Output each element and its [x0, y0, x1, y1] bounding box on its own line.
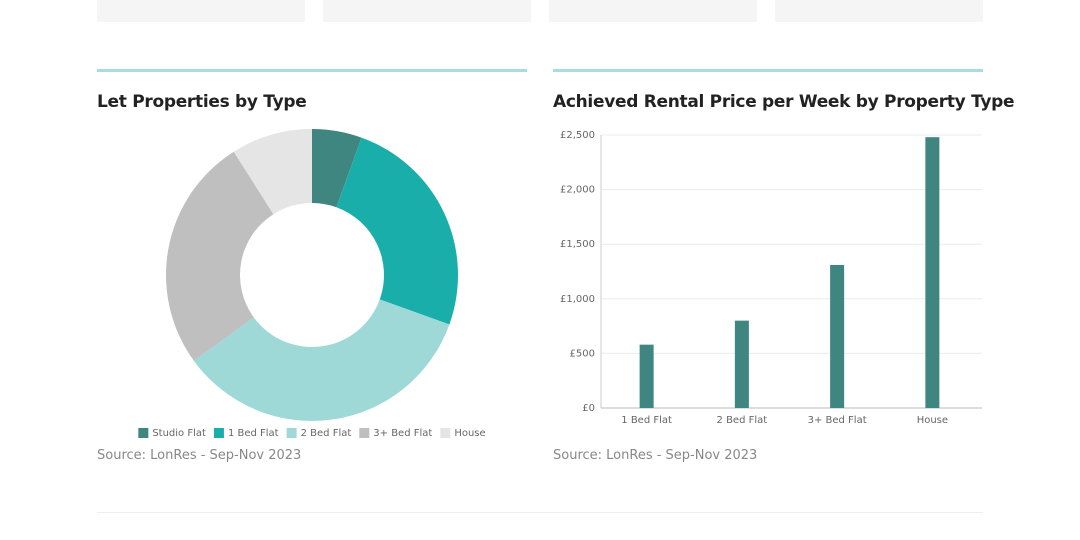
x-tick-label: House: [916, 415, 949, 426]
legend-swatch: [213, 428, 224, 438]
y-tick-label: £1,500: [560, 239, 595, 250]
bar: [639, 344, 654, 408]
y-tick-label: £0: [582, 403, 595, 414]
legend-swatch: [286, 428, 297, 438]
donut-slice: [193, 299, 450, 421]
source-note: Source: LonRes - Sep-Nov 2023: [97, 448, 302, 463]
donut-slice: [233, 129, 312, 215]
legend-label: 1 Bed Flat: [228, 428, 279, 439]
legend-label: 3+ Bed Flat: [373, 428, 432, 439]
y-tick-label: £1,000: [560, 294, 595, 305]
x-tick-label: 3+ Bed Flat: [807, 415, 867, 426]
legend-swatch: [440, 428, 451, 438]
placeholder-card: [775, 0, 983, 22]
bar: [734, 320, 749, 408]
bar: [925, 137, 940, 408]
placeholder-card: [323, 0, 531, 22]
chart-title: Let Properties by Type: [97, 92, 307, 112]
y-tick-label: £2,500: [560, 130, 595, 141]
chart-title: Achieved Rental Price per Week by Proper…: [553, 92, 1015, 112]
x-tick-label: 1 Bed Flat: [621, 415, 672, 426]
y-tick-label: £500: [570, 348, 595, 359]
donut-slice: [165, 151, 274, 361]
donut-slice: [312, 129, 362, 208]
legend-swatch: [138, 428, 149, 438]
y-tick-label: £2,000: [560, 185, 595, 196]
x-tick-label: 2 Bed Flat: [716, 415, 768, 426]
legend-label: 2 Bed Flat: [301, 428, 352, 439]
placeholder-card: [549, 0, 757, 22]
placeholder-card: [97, 0, 305, 22]
legend-swatch: [359, 428, 370, 438]
divider: [97, 512, 983, 513]
divider: [97, 69, 527, 72]
donut-slice: [336, 137, 458, 325]
source-note: Source: LonRes - Sep-Nov 2023: [553, 448, 758, 463]
bar: [830, 264, 845, 408]
divider: [553, 69, 983, 72]
legend-label: House: [454, 428, 485, 439]
legend-label: Studio Flat: [152, 428, 206, 439]
